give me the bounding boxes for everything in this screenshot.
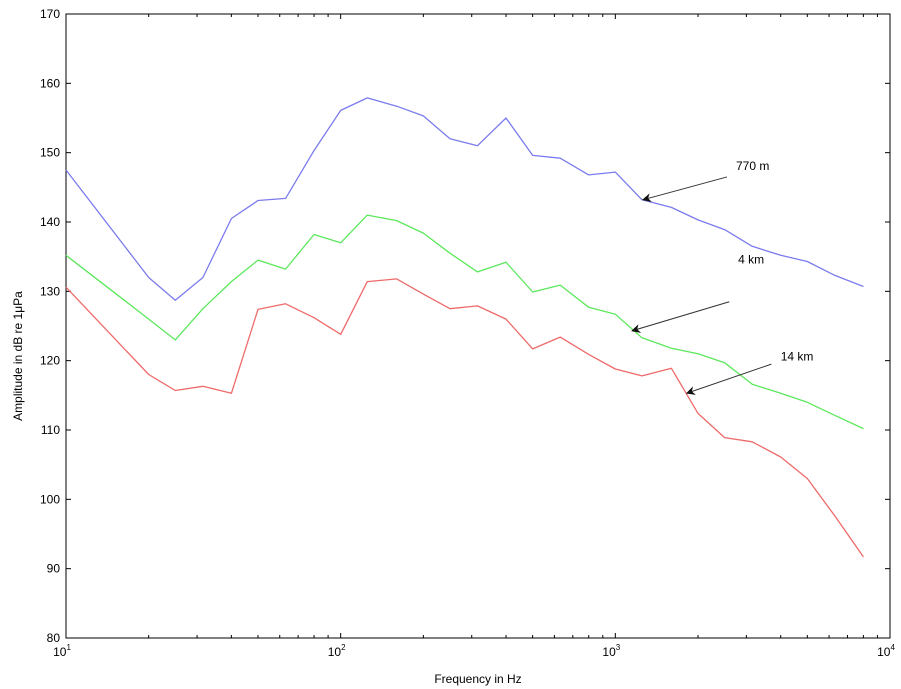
y-tick-label: 100: [40, 492, 60, 506]
x-axis-title: Frequency in Hz: [434, 672, 521, 686]
series-line-14-km: [65, 278, 864, 558]
x-tick-label: 103: [602, 643, 620, 659]
plot-area-frame: [65, 13, 891, 639]
annotation-arrow-14-km: [685, 363, 772, 395]
series-line-770-m: [65, 97, 864, 301]
annotation-arrow-4-km: [631, 301, 730, 333]
y-tick-label: 80: [47, 631, 61, 645]
y-tick-label: 170: [40, 7, 60, 21]
series-lines: [65, 97, 864, 558]
annotation-label-770-m: 770 m: [736, 159, 769, 173]
annotation-label-14-km: 14 km: [781, 350, 814, 364]
y-tick-label: 90: [47, 562, 61, 576]
axis-ticks: 80 90 100 110 120 130 140 150 160 170 101 102 103 104: [40, 7, 895, 659]
annotation-label-4-km: 4 km: [738, 253, 764, 267]
y-tick-label: 160: [40, 76, 60, 90]
series-line-4-km: [65, 214, 864, 430]
y-tick-label: 140: [40, 215, 60, 229]
annotations: 770 m 4 km 14 km: [631, 159, 814, 395]
x-tick-label: 104: [877, 643, 895, 659]
x-tick-label: 101: [53, 643, 71, 659]
y-tick-label: 110: [41, 423, 60, 437]
annotation-arrow-770-m: [642, 176, 728, 203]
y-tick-label: 130: [40, 284, 60, 298]
x-tick-label: 102: [328, 643, 346, 659]
y-tick-label: 150: [40, 146, 60, 160]
y-tick-label: 120: [40, 354, 60, 368]
y-axis-title: Amplitude in dB re 1μPa: [11, 291, 25, 421]
